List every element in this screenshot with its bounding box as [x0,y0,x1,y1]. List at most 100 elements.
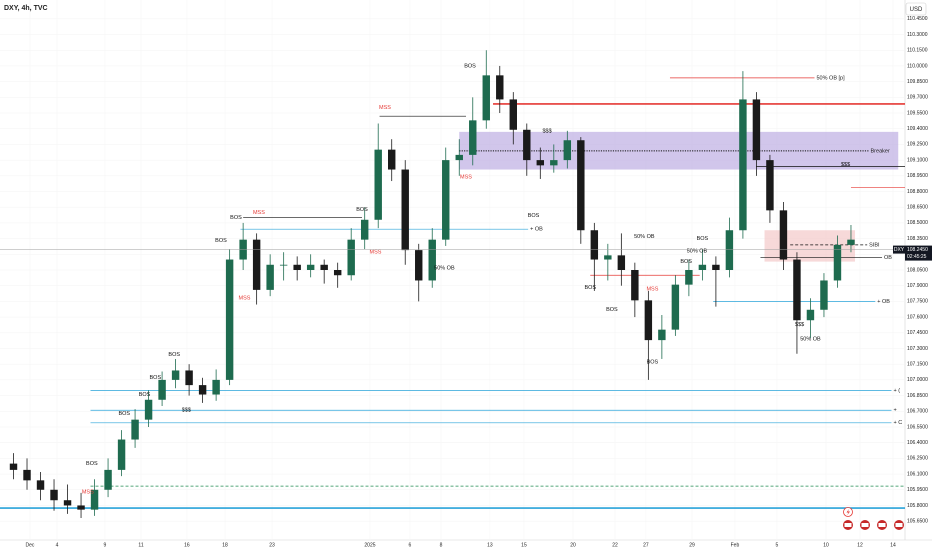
candle-body [739,99,747,231]
candle-body [388,149,396,170]
flag-stripe [878,523,886,527]
y-tick-label: 106.4000 [907,440,928,446]
y-tick-label: 108.8000 [907,189,928,195]
candle-body [563,140,572,161]
candle-body [550,160,558,166]
annotation: BOS [528,213,540,219]
candle-body [766,160,774,211]
y-tick-label: 107.4500 [907,330,928,336]
annotation: BOS [697,236,709,242]
x-tick-label: 18 [222,542,228,548]
price-tag [905,245,932,261]
candle-body [401,169,409,251]
annotation: BOS [647,360,659,366]
candle-body [347,239,355,276]
candle-body [415,250,423,281]
y-tick-label: 109.4000 [907,126,928,132]
lightning [846,509,850,516]
annotation: BOS [464,63,476,69]
x-tick-label: Dec [26,542,35,548]
candle-body [658,329,666,341]
level-label: Breaker [871,148,890,154]
zone [764,230,856,262]
y-tick-label: 106.8500 [907,393,928,399]
candle-body [590,230,599,260]
candle-body [252,239,261,290]
x-tick-label: 4 [56,542,59,548]
x-tick-label: 15 [521,542,527,548]
annotation: 50% OB [434,265,455,271]
x-tick-label: 20 [570,542,576,548]
annotation: $$$ [795,322,804,328]
candle-body [171,370,180,380]
axes: 105.6500 105.8000 105.9500 106.1000 106.2500… [0,16,932,548]
x-tick-label: 5 [776,542,779,548]
x-tick-label: 10 [823,542,829,548]
y-tick-label: 110.1500 [907,48,928,54]
x-tick-label: 16 [184,542,190,548]
level-label: + C [893,420,902,426]
level-label: + OB [530,227,543,233]
flag-stripe [895,523,903,527]
price-tag-label: 108.2450 [907,247,928,253]
candle-body [509,99,517,130]
x-tick-label: 9 [104,542,107,548]
y-tick-label: 109.1000 [907,157,928,163]
candle-body [442,160,450,240]
level-label: OB [884,255,892,261]
candle-body [644,300,653,341]
candle-body [820,280,828,310]
candle-body [90,489,99,510]
annotation: 50% OB [687,249,708,255]
y-tick-label: 109.2500 [907,142,928,148]
y-tick-label: 110.4500 [907,16,928,22]
candle-body [779,210,788,260]
annotations: BOS MSS BOS MSS BOS BOS MSS MSS 50% OB $$$ MSS BOS 5… [82,63,850,495]
annotation: MSS [370,250,382,256]
annotation: $$$ [542,128,551,134]
candle-body [360,219,369,240]
countdown: 02:45:25 [907,254,927,260]
y-tick-label: 108.5000 [907,220,928,226]
x-tick-label: 12 [857,542,863,548]
candle-body [671,284,680,330]
y-tick-label: 108.0500 [907,267,928,273]
annotation: MSS [253,210,265,216]
annotation: BOS [168,352,180,358]
y-tick-label: 110.3000 [907,32,928,38]
annotation: BOS [606,307,618,313]
y-tick-label: 105.8000 [907,503,928,509]
candle-body [158,379,166,400]
candle-body [50,489,58,501]
y-tick-label: 107.3000 [907,346,928,352]
level-label: + OB [877,299,890,305]
y-tick-label: 109.7000 [907,95,928,101]
annotation: BOS [150,375,162,381]
x-tick-label: 6 [409,542,412,548]
candle-body [279,264,288,266]
symbol-tag-label: DXY [894,247,905,253]
candle-body [712,264,720,270]
candle-body [455,154,463,161]
candle-body [698,264,707,270]
candle-body [36,480,45,490]
candle-body [806,309,815,321]
currency[interactable]: USD [910,7,923,13]
x-tick-label: 27 [643,542,649,548]
annotation: BOS [139,392,151,398]
currency-button[interactable] [905,2,927,16]
annotation: 50% OB [634,234,655,240]
x-tick-label: 14 [890,542,896,548]
candle-body [631,270,639,301]
candle-body [725,230,734,270]
candle-body [306,264,315,270]
level-label: SIBI [869,242,880,248]
x-tick-label: 11 [138,542,143,548]
price-axis-panel [905,0,932,550]
y-tick-label: 107.6000 [907,314,928,320]
candle-body [482,75,490,121]
y-tick-label: 107.1500 [907,362,928,368]
candle-body [185,370,193,386]
annotation: $$$ [841,162,850,168]
